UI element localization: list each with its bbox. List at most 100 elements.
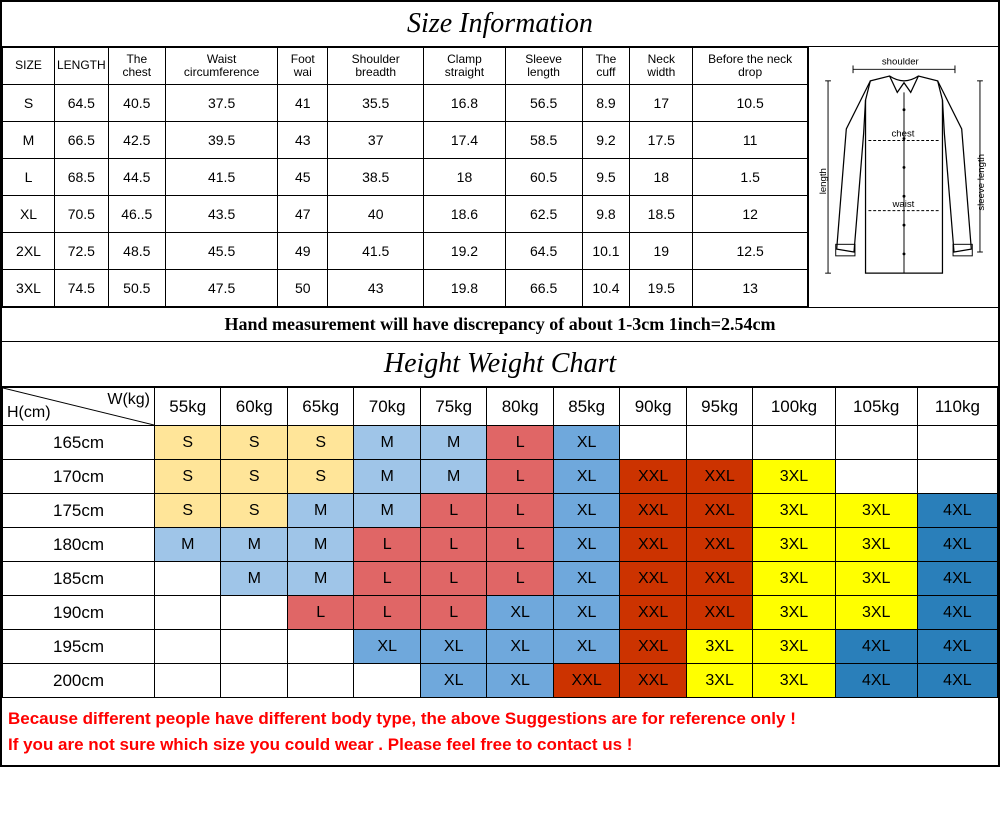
hw-cell: L [487, 528, 553, 562]
hw-cell: M [155, 528, 221, 562]
hw-cell: 3XL [753, 460, 835, 494]
hw-row: 190cmLLLXLXLXXLXXL3XL3XL4XL [3, 596, 998, 630]
size-cell: 70.5 [55, 196, 109, 233]
hw-cell: M [287, 528, 353, 562]
height-weight-table: H(cm)W(kg)55kg60kg65kg70kg75kg80kg85kg90… [2, 387, 998, 698]
size-cell: 10.1 [582, 233, 630, 270]
size-cell: 19.2 [424, 233, 505, 270]
hw-weight-header: 100kg [753, 388, 835, 426]
size-cell: 40.5 [108, 85, 165, 122]
size-cell: 41.5 [165, 159, 277, 196]
size-cell: 9.2 [582, 122, 630, 159]
hw-height-label: 185cm [3, 562, 155, 596]
hw-cell: XXL [686, 596, 752, 630]
size-cell: 3XL [3, 270, 55, 307]
hw-cell: M [354, 426, 420, 460]
hw-cell: L [487, 460, 553, 494]
size-cell: 43 [278, 122, 328, 159]
size-cell: 16.8 [424, 85, 505, 122]
size-cell: 64.5 [55, 85, 109, 122]
size-col-header: The cuff [582, 48, 630, 85]
hw-row: 195cmXLXLXLXLXXL3XL3XL4XL4XL [3, 630, 998, 664]
hw-cell: L [420, 562, 486, 596]
size-row: XL70.546..543.5474018.662.59.818.512 [3, 196, 808, 233]
hw-cell [155, 664, 221, 698]
size-cell: 10.5 [693, 85, 808, 122]
size-cell: 40 [328, 196, 424, 233]
hw-height-label: 195cm [3, 630, 155, 664]
hw-cell [620, 426, 686, 460]
hw-cell: XL [553, 596, 619, 630]
hw-cell: 4XL [917, 528, 997, 562]
hw-height-label: 190cm [3, 596, 155, 630]
size-col-header: Sleeve length [505, 48, 582, 85]
hw-weight-header: 95kg [686, 388, 752, 426]
hw-cell: S [155, 494, 221, 528]
hw-cell: M [354, 460, 420, 494]
hw-weight-header: 110kg [917, 388, 997, 426]
size-table: SIZELENGTHThe chestWaist circumferenceFo… [2, 47, 808, 307]
size-cell: 74.5 [55, 270, 109, 307]
top-section: SIZELENGTHThe chestWaist circumferenceFo… [2, 47, 998, 308]
hw-cell: XL [420, 630, 486, 664]
size-cell: 50.5 [108, 270, 165, 307]
hw-cell: L [487, 494, 553, 528]
hw-cell: M [287, 562, 353, 596]
size-cell: 1.5 [693, 159, 808, 196]
hw-cell: XXL [620, 460, 686, 494]
hw-cell: 3XL [753, 596, 835, 630]
size-cell: 44.5 [108, 159, 165, 196]
size-cell: 18 [424, 159, 505, 196]
hw-row: 180cmMMMLLLXLXXLXXL3XL3XL4XL [3, 528, 998, 562]
hw-weight-header: 90kg [620, 388, 686, 426]
hw-cell [686, 426, 752, 460]
hw-cell: 3XL [753, 562, 835, 596]
hw-cell: L [420, 596, 486, 630]
hw-cell: L [287, 596, 353, 630]
hw-cell: L [354, 596, 420, 630]
size-col-header: Shoulder breadth [328, 48, 424, 85]
label-length: length [819, 168, 829, 194]
size-cell: 41 [278, 85, 328, 122]
hw-cell: XXL [620, 664, 686, 698]
hw-cell: 4XL [835, 664, 917, 698]
hw-cell: 3XL [753, 494, 835, 528]
hw-cell: XL [553, 528, 619, 562]
hw-row: 185cmMMLLLXLXXLXXL3XL3XL4XL [3, 562, 998, 596]
size-row: L68.544.541.54538.51860.59.5181.5 [3, 159, 808, 196]
size-cell: 39.5 [165, 122, 277, 159]
size-cell: M [3, 122, 55, 159]
size-row: 3XL74.550.547.5504319.866.510.419.513 [3, 270, 808, 307]
size-cell: 62.5 [505, 196, 582, 233]
hw-cell: 4XL [917, 596, 997, 630]
size-cell: 17.5 [630, 122, 693, 159]
hw-cell: L [420, 494, 486, 528]
hw-cell: 3XL [753, 664, 835, 698]
hw-cell: XXL [686, 562, 752, 596]
size-cell: L [3, 159, 55, 196]
size-cell: 35.5 [328, 85, 424, 122]
size-cell: 50 [278, 270, 328, 307]
size-cell: 12 [693, 196, 808, 233]
hw-cell: L [487, 562, 553, 596]
size-cell: 66.5 [55, 122, 109, 159]
hw-cell [917, 460, 997, 494]
hw-cell: M [221, 562, 287, 596]
size-cell: 47 [278, 196, 328, 233]
size-cell: 10.4 [582, 270, 630, 307]
hw-cell: XL [553, 426, 619, 460]
hw-row: 165cmSSSMMLXL [3, 426, 998, 460]
size-cell: 2XL [3, 233, 55, 270]
size-cell: 58.5 [505, 122, 582, 159]
size-col-header: Before the neck drop [693, 48, 808, 85]
hw-weight-header: 60kg [221, 388, 287, 426]
size-cell: 9.5 [582, 159, 630, 196]
size-cell: 11 [693, 122, 808, 159]
size-cell: 43 [328, 270, 424, 307]
hw-cell: S [287, 460, 353, 494]
hw-cell [835, 426, 917, 460]
hw-cell: 4XL [917, 664, 997, 698]
hw-cell: XL [487, 596, 553, 630]
hw-cell: S [155, 426, 221, 460]
hw-cell: XXL [553, 664, 619, 698]
